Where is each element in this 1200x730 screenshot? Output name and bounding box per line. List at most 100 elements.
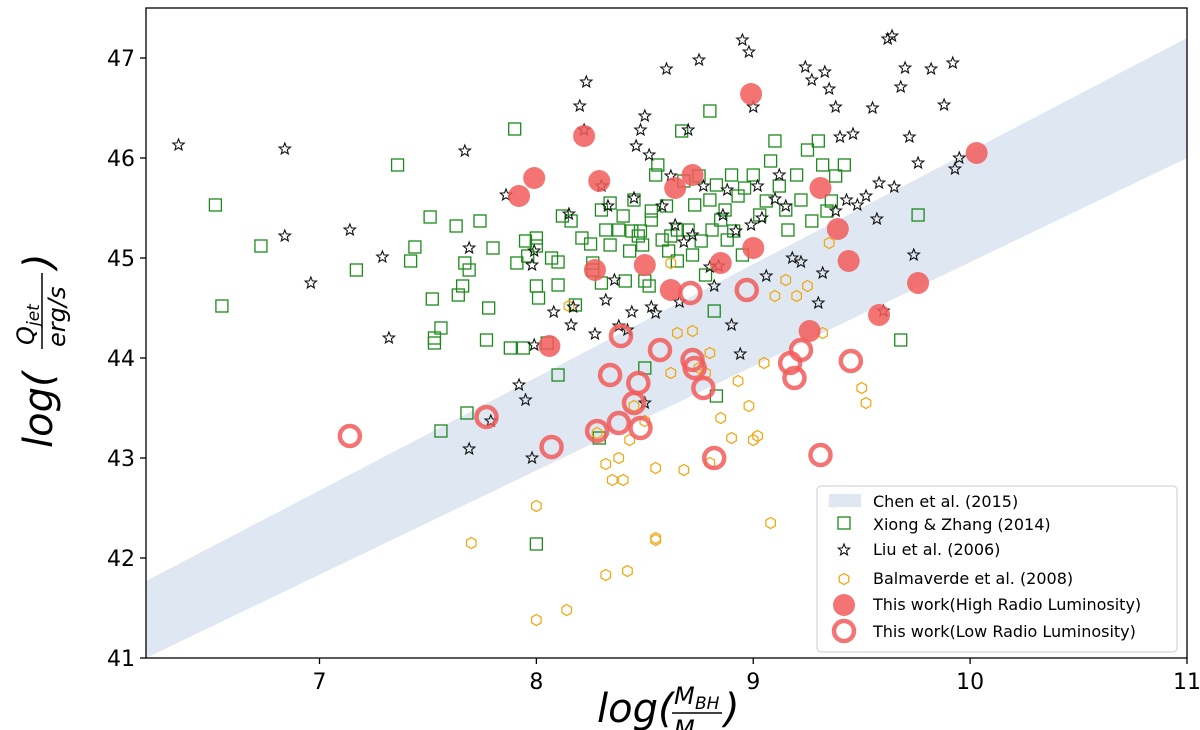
xiong-zhang-point bbox=[555, 209, 570, 223]
svg-text:log(: log( bbox=[597, 686, 676, 730]
xiong-zhang-point bbox=[627, 193, 641, 207]
balmaverde-point bbox=[531, 613, 542, 627]
balmaverde-point bbox=[600, 568, 612, 582]
liu-point bbox=[681, 122, 696, 137]
liu-point bbox=[600, 198, 616, 213]
liu-point bbox=[858, 188, 874, 203]
liu-point bbox=[902, 129, 917, 144]
high-radio-point bbox=[508, 185, 531, 207]
balmaverde-point bbox=[765, 516, 776, 530]
xiong-zhang-point bbox=[779, 203, 793, 217]
balmaverde-point bbox=[671, 326, 683, 340]
balmaverde-point bbox=[561, 603, 573, 617]
liu-point bbox=[952, 150, 967, 165]
low-radio-point bbox=[606, 410, 632, 436]
liu-point bbox=[733, 346, 748, 361]
liu-point bbox=[759, 268, 774, 283]
xiong-zhang-point bbox=[390, 158, 405, 172]
low-radio-point bbox=[678, 280, 703, 306]
liu-point bbox=[811, 295, 826, 310]
liu-point bbox=[828, 203, 843, 218]
low-radio-point bbox=[597, 362, 623, 388]
balmaverde-point bbox=[704, 346, 716, 360]
xiong-zhang-point bbox=[516, 341, 531, 355]
xiong-zhang-point bbox=[403, 254, 418, 268]
legend-marker-star bbox=[836, 542, 852, 557]
liu-point bbox=[644, 299, 659, 314]
low-radio-point bbox=[838, 348, 864, 374]
liu-point bbox=[676, 234, 691, 249]
low-radio-point bbox=[808, 442, 833, 468]
legend-marker-open-circle bbox=[831, 618, 857, 644]
xiong-zhang-point bbox=[705, 223, 719, 237]
liu-point bbox=[743, 217, 759, 232]
legend-marker-filled-circle bbox=[833, 594, 855, 616]
high-radio-point bbox=[664, 177, 687, 199]
xiong-zhang-point bbox=[408, 240, 422, 254]
liu-point bbox=[893, 79, 908, 94]
high-radio-point bbox=[583, 259, 606, 281]
liu-point bbox=[897, 60, 913, 75]
balmaverde-point bbox=[665, 366, 677, 380]
liu-point bbox=[462, 441, 477, 456]
balmaverde-point bbox=[665, 256, 677, 270]
xiong-zhang-point bbox=[599, 223, 613, 237]
low-radio-point bbox=[691, 375, 716, 401]
low-radio-point bbox=[474, 404, 499, 430]
liu-point bbox=[457, 143, 472, 158]
xiong-zhang-point bbox=[837, 158, 851, 172]
xiong-zhang-point bbox=[479, 333, 494, 347]
liu-point bbox=[607, 272, 622, 287]
xiong-zhang-point bbox=[423, 210, 437, 224]
low-radio-point bbox=[734, 277, 759, 303]
legend-frame bbox=[816, 485, 1178, 653]
xiong-zhang-point bbox=[703, 193, 717, 207]
xiong-zhang-point bbox=[763, 154, 778, 168]
liu-point bbox=[923, 61, 939, 76]
xiong-zhang-point bbox=[510, 256, 524, 270]
liu-point bbox=[524, 450, 540, 465]
svg-text:M: M bbox=[674, 715, 695, 730]
high-radio-point bbox=[740, 83, 763, 105]
balmaverde-point bbox=[465, 536, 477, 550]
legend-label-chen: Chen et al. (2015) bbox=[873, 492, 1018, 511]
balmaverde-point bbox=[617, 473, 629, 487]
liu-point bbox=[696, 178, 711, 193]
liu-point bbox=[839, 192, 854, 207]
xiong-zhang-point bbox=[644, 213, 658, 227]
high-radio-point bbox=[709, 252, 732, 274]
xiong-zhang-point bbox=[737, 181, 752, 195]
xiong-zhang-point bbox=[681, 223, 695, 237]
liu-point bbox=[527, 243, 542, 258]
liu-point bbox=[624, 304, 639, 319]
xiong-zhang-point bbox=[254, 239, 268, 253]
liu-point bbox=[817, 64, 832, 79]
balmaverde-point bbox=[823, 236, 835, 250]
x-axis-title: log( M BH M ⊙ ) bbox=[597, 682, 740, 730]
legend-star-shape bbox=[836, 542, 852, 557]
xiong-zhang-point bbox=[894, 333, 908, 347]
legend-label-low-radio: This work(Low Radio Luminosity) bbox=[872, 622, 1136, 641]
liu-point bbox=[381, 330, 397, 345]
y-tick-label: 41 bbox=[107, 647, 135, 672]
liu-point bbox=[277, 141, 292, 156]
liu-point bbox=[865, 100, 880, 115]
xiong-zhang-point bbox=[551, 278, 565, 292]
xiong-zhang-point bbox=[707, 304, 721, 318]
xiong-zhang-point bbox=[462, 263, 476, 277]
liu-point bbox=[850, 197, 865, 212]
xiong-zhang-point bbox=[694, 234, 708, 248]
liu-point bbox=[869, 211, 885, 226]
liu-point bbox=[659, 61, 674, 76]
liu-point bbox=[566, 299, 581, 314]
xiong-zhang-point bbox=[698, 268, 713, 282]
liu-point bbox=[715, 207, 731, 222]
liu-point bbox=[910, 155, 926, 170]
xiong-zhang-point bbox=[662, 244, 676, 258]
xiong-zhang-point bbox=[508, 122, 522, 136]
liu-point bbox=[691, 52, 707, 67]
xiong-zhang-point bbox=[724, 168, 739, 182]
xiong-zhang-point bbox=[816, 158, 830, 172]
low-radio-point bbox=[647, 337, 673, 363]
low-radio-point bbox=[337, 423, 363, 449]
